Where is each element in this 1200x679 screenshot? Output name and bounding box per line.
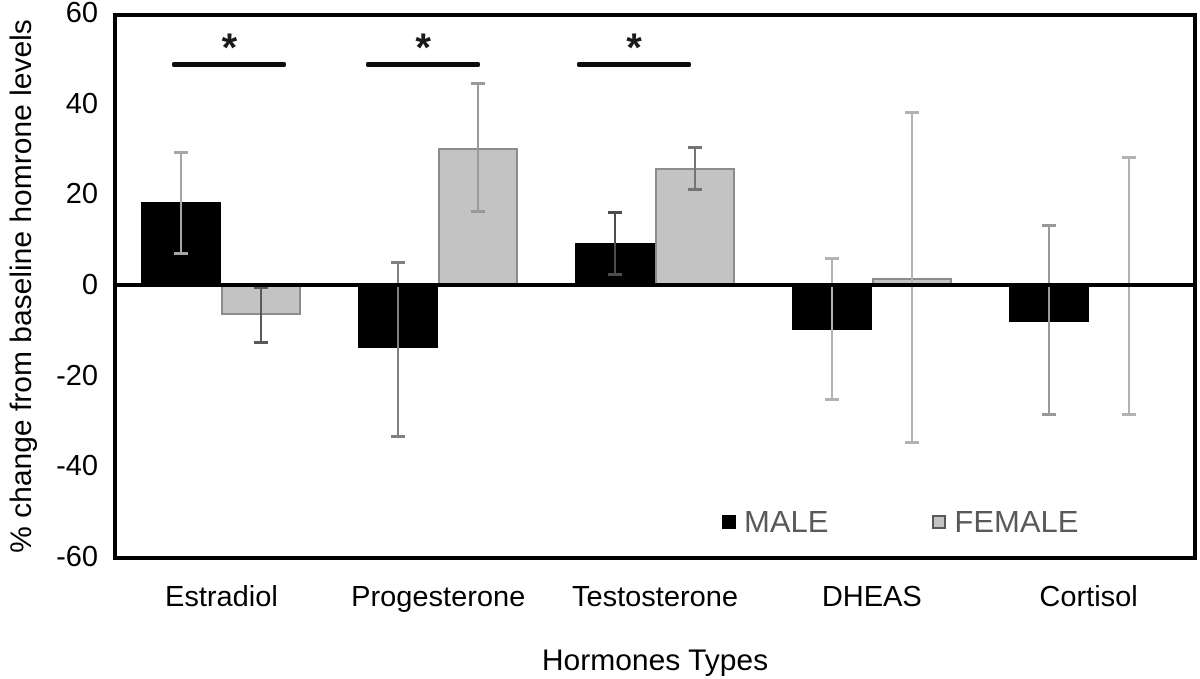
y-tick-label--60: -60 xyxy=(56,541,98,573)
y-tick-label--20: -20 xyxy=(56,359,98,392)
error-bar-male-estradiol xyxy=(180,152,183,255)
error-cap-top-male-dheas xyxy=(824,256,839,260)
legend-item-female: FEMALE xyxy=(932,504,1078,540)
significance-asterisk-progesterone: * xyxy=(415,25,431,70)
error-bar-male-cortisol xyxy=(1047,225,1050,416)
error-cap-top-female-progesterone xyxy=(471,81,486,85)
error-cap-top-female-dheas xyxy=(904,110,919,114)
significance-asterisk-testosterone: * xyxy=(626,25,642,70)
error-cap-top-male-progesterone xyxy=(391,260,406,264)
error-cap-bottom-male-testosterone xyxy=(608,273,622,277)
error-bar-male-progesterone xyxy=(397,261,400,437)
error-cap-top-male-estradiol xyxy=(174,151,189,155)
x-category-label-progesterone: Progesterone xyxy=(351,581,526,613)
error-cap-bottom-female-progesterone xyxy=(471,210,486,213)
y-tick-label-40: 40 xyxy=(65,87,98,120)
error-cap-top-male-testosterone xyxy=(608,211,622,214)
legend-item-male: MALE xyxy=(722,504,828,540)
x-category-label-estradiol: Estradiol xyxy=(164,581,278,613)
x-category-label-cortisol: Cortisol xyxy=(1039,581,1138,613)
zero-axis-line xyxy=(113,283,1197,287)
error-cap-top-female-estradiol xyxy=(254,285,269,289)
y-tick-label-0: 0 xyxy=(81,269,98,301)
significance-line-testosterone xyxy=(577,61,691,67)
plot-area-border xyxy=(113,13,1197,560)
legend: MALE FEMALE xyxy=(722,504,1078,540)
error-cap-top-female-cortisol xyxy=(1121,156,1136,160)
significance-line-estradiol xyxy=(172,61,287,67)
error-cap-bottom-male-cortisol xyxy=(1041,413,1056,417)
female-series-swatch-icon xyxy=(932,515,947,529)
error-bar-female-testosterone xyxy=(694,147,696,191)
y-tick-label-20: 20 xyxy=(65,178,98,211)
y-tick-label-60: 60 xyxy=(65,0,98,29)
error-bar-female-dheas xyxy=(910,111,913,444)
error-cap-bottom-female-dheas xyxy=(904,441,919,445)
error-cap-bottom-female-cortisol xyxy=(1121,413,1136,417)
male-series-swatch-icon xyxy=(722,515,736,529)
error-cap-bottom-male-progesterone xyxy=(391,434,406,438)
error-cap-bottom-male-estradiol xyxy=(174,252,189,256)
error-bar-female-progesterone xyxy=(477,82,480,212)
y-tick-label--40: -40 xyxy=(56,450,98,483)
error-cap-bottom-female-estradiol xyxy=(254,341,269,345)
error-bar-female-estradiol xyxy=(260,286,263,344)
error-bar-male-dheas xyxy=(830,257,833,401)
x-axis-title: Hormones Types xyxy=(541,644,769,677)
error-cap-top-male-cortisol xyxy=(1041,224,1056,228)
x-category-label-testosterone: Testosterone xyxy=(571,581,739,613)
error-cap-bottom-female-testosterone xyxy=(688,188,702,192)
legend-label-male: MALE xyxy=(744,504,829,539)
x-category-label-dheas: DHEAS xyxy=(821,581,922,613)
error-cap-top-female-testosterone xyxy=(688,146,702,150)
significance-line-progesterone xyxy=(366,61,481,67)
error-bar-male-testosterone xyxy=(614,212,616,275)
error-cap-bottom-male-dheas xyxy=(824,398,839,402)
legend-label-female: FEMALE xyxy=(954,504,1079,539)
significance-asterisk-estradiol: * xyxy=(221,25,238,70)
